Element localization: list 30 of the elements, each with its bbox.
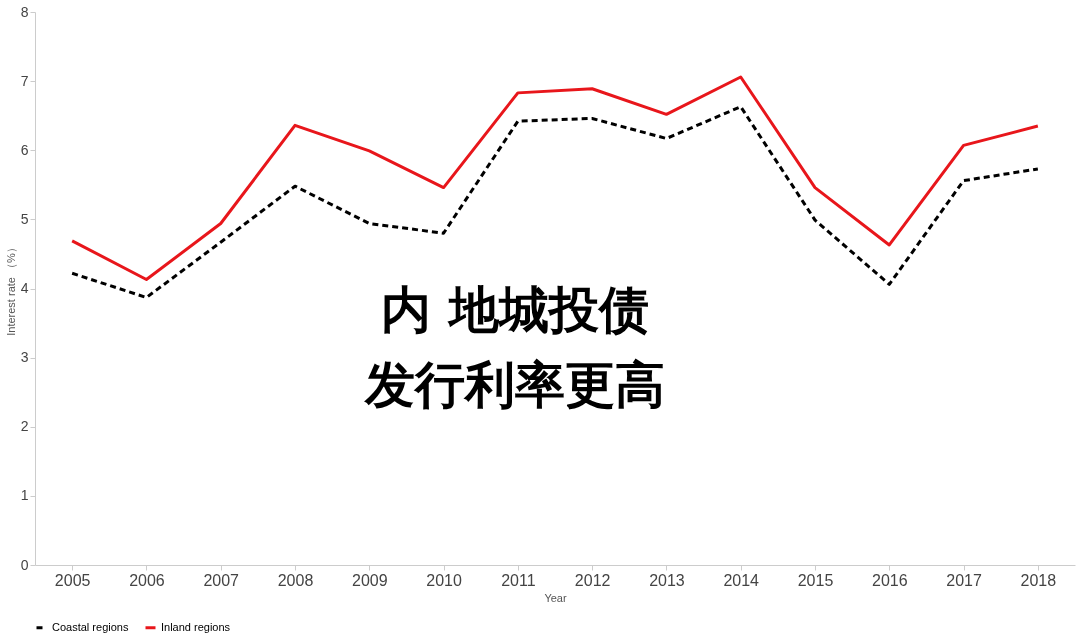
- y-tick-label: 7: [20, 72, 29, 89]
- x-tick-label: 2016: [871, 571, 908, 589]
- y-axis-title: Interest rate （%）: [4, 242, 17, 336]
- x-tick-label: 2015: [797, 571, 834, 589]
- x-tick-label: 2010: [426, 571, 462, 589]
- x-tick-label: 2009: [351, 571, 388, 589]
- x-tick-label: 2005: [54, 571, 91, 589]
- y-tick-label: 4: [20, 280, 29, 296]
- y-tick-label: 1: [20, 487, 29, 504]
- y-tick-label: 8: [20, 3, 29, 20]
- line-series: [70, 75, 1040, 282]
- x-tick-label: 2011: [501, 571, 536, 589]
- x-tick-label: 2006: [129, 571, 165, 589]
- x-tick-label: 2012: [574, 571, 611, 589]
- x-tick-label: 2014: [723, 571, 760, 589]
- annotation: 内 地城投债: [381, 281, 649, 339]
- x-tick-label: 2017: [946, 571, 982, 589]
- legend-label: Inland regions: [161, 620, 231, 633]
- x-tick-label: 2013: [649, 571, 685, 589]
- legend-label: Coastal regions: [52, 620, 129, 633]
- y-tick-label: 3: [20, 349, 29, 366]
- x-tick-label: 2007: [203, 571, 240, 589]
- annotation: 发行利率更高: [363, 356, 665, 414]
- y-tick-label: 5: [20, 210, 29, 227]
- x-tick-label: 2008: [277, 571, 314, 589]
- y-tick-label: 6: [20, 141, 29, 158]
- y-tick-label: 0: [20, 556, 29, 573]
- x-tick-label: 2018: [1020, 571, 1057, 589]
- y-tick-label: 2: [20, 418, 29, 435]
- x-axis-title: Year: [544, 591, 567, 604]
